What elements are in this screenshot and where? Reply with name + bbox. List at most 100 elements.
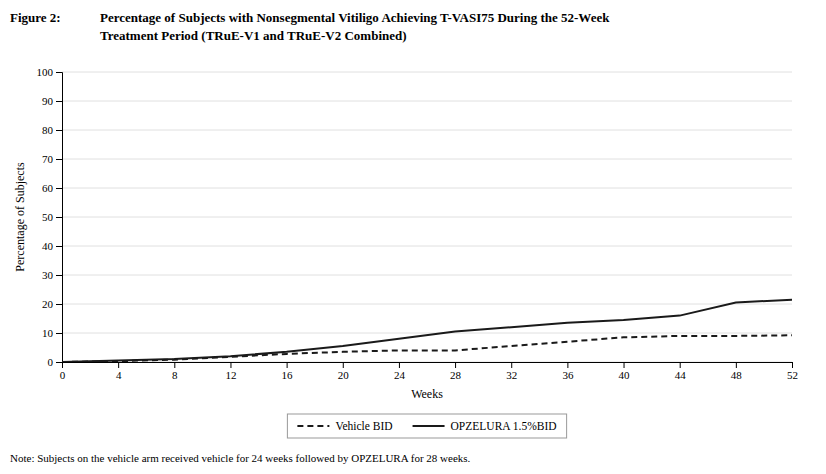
tick-label: 16 xyxy=(282,369,294,381)
tick-mark xyxy=(56,362,62,363)
tick-mark xyxy=(343,362,344,368)
tick: 8 xyxy=(172,362,178,381)
grid-line xyxy=(62,159,792,160)
tick: 48 xyxy=(731,362,743,381)
tick-label: 36 xyxy=(562,369,574,381)
tick: 40 xyxy=(42,240,62,252)
tick-label: 48 xyxy=(731,369,743,381)
tick-label: 0 xyxy=(48,356,54,368)
tick: 36 xyxy=(562,362,574,381)
tick-mark xyxy=(736,362,737,368)
tick-label: 90 xyxy=(42,95,54,107)
tick-label: 8 xyxy=(172,369,178,381)
tick-label: 100 xyxy=(37,66,54,78)
axis-line xyxy=(56,73,63,363)
tick: 0 xyxy=(60,362,66,381)
tick-mark xyxy=(56,275,62,276)
tick-label: 30 xyxy=(42,269,54,281)
y-axis-title: Percentage of Subjects xyxy=(13,162,27,272)
tick-label: 32 xyxy=(506,369,517,381)
tick-mark xyxy=(118,362,119,368)
y-axis: 0 10 20 30 40 50 60 70 80 90 100 xyxy=(37,66,63,368)
title: Percentage of Subjects with Nonsegmental… xyxy=(100,10,610,25)
grid-line xyxy=(62,246,792,247)
tick-mark xyxy=(287,362,288,368)
tick-label: 44 xyxy=(675,369,687,381)
tick: 100 xyxy=(37,66,63,78)
x-axis-title: Weeks xyxy=(411,387,443,401)
tick-mark xyxy=(680,362,681,368)
tick-mark xyxy=(792,362,793,368)
tick-mark xyxy=(56,101,62,102)
grid-line xyxy=(62,188,792,189)
tick-mark xyxy=(56,217,62,218)
tick-label: 52 xyxy=(787,369,798,381)
grid-line xyxy=(62,333,792,334)
tick: 24 xyxy=(394,362,406,381)
legend-item: Vehicle BID xyxy=(297,420,392,432)
tick-mark xyxy=(56,333,62,334)
title: Treatment Period (TRuE-V1 and TRuE-V2 Co… xyxy=(100,28,407,43)
tick: 90 xyxy=(42,95,62,107)
tick-mark xyxy=(624,362,625,368)
tick-label: 70 xyxy=(42,153,54,165)
legend-label: OPZELURA 1.5%BID xyxy=(451,420,557,432)
tick-mark xyxy=(56,159,62,160)
tick-mark xyxy=(56,72,62,73)
tick-label: 28 xyxy=(450,369,462,381)
grid-line xyxy=(62,275,792,276)
tick: 60 xyxy=(42,182,62,194)
tick: 16 xyxy=(282,362,294,381)
legend-item: OPZELURA 1.5%BID xyxy=(413,420,557,432)
tick-label: 10 xyxy=(42,327,54,339)
tick-mark xyxy=(174,362,175,368)
tick-label: 50 xyxy=(42,211,54,223)
tick-mark xyxy=(56,246,62,247)
tick: 30 xyxy=(42,269,62,281)
axis-line xyxy=(63,363,793,369)
tick-label: 40 xyxy=(619,369,631,381)
tick-label: 24 xyxy=(394,369,406,381)
tick-mark xyxy=(56,130,62,131)
tick: 80 xyxy=(42,124,62,136)
legend-label: Vehicle BID xyxy=(335,420,392,432)
title: Figure 2: xyxy=(10,10,61,25)
tick: 40 xyxy=(619,362,631,381)
legend: Vehicle BID OPZELURA 1.5%BID xyxy=(287,414,566,438)
tick: 4 xyxy=(116,362,122,381)
tick: 28 xyxy=(450,362,462,381)
grid-line xyxy=(62,130,792,131)
x-axis: 0481216202428323640444852 xyxy=(60,362,798,381)
tick-mark xyxy=(56,304,62,305)
tick-mark xyxy=(511,362,512,368)
legend-box xyxy=(287,414,566,438)
series-line xyxy=(62,335,792,362)
tick-label: 40 xyxy=(42,240,54,252)
annotation: Note: Subjects on the vehicle arm receiv… xyxy=(10,452,471,464)
tick: 0 xyxy=(48,356,63,368)
plot: 0481216202428323640444852010203040506070… xyxy=(37,66,799,381)
tick: 20 xyxy=(338,362,350,381)
grid-line xyxy=(62,101,792,102)
tick-label: 80 xyxy=(42,124,54,136)
tick-mark xyxy=(567,362,568,368)
tick: 44 xyxy=(675,362,687,381)
tick-label: 60 xyxy=(42,182,54,194)
tick-label: 4 xyxy=(116,369,122,381)
lines xyxy=(62,300,792,362)
tick-mark xyxy=(399,362,400,368)
tick: 52 xyxy=(787,362,798,381)
tick-label: 20 xyxy=(338,369,350,381)
grid-line xyxy=(62,304,792,305)
legend-swatch xyxy=(297,425,329,427)
tick-label: 0 xyxy=(60,369,66,381)
tick-mark xyxy=(455,362,456,368)
tick: 12 xyxy=(225,362,236,381)
tick-mark xyxy=(56,188,62,189)
chart: Figure 2: Percentage of Subjects with Non… xyxy=(0,0,826,474)
tick: 50 xyxy=(42,211,62,223)
tick: 32 xyxy=(506,362,517,381)
tick-label: 20 xyxy=(42,298,54,310)
grid xyxy=(62,72,792,362)
legend-swatch xyxy=(413,425,445,427)
